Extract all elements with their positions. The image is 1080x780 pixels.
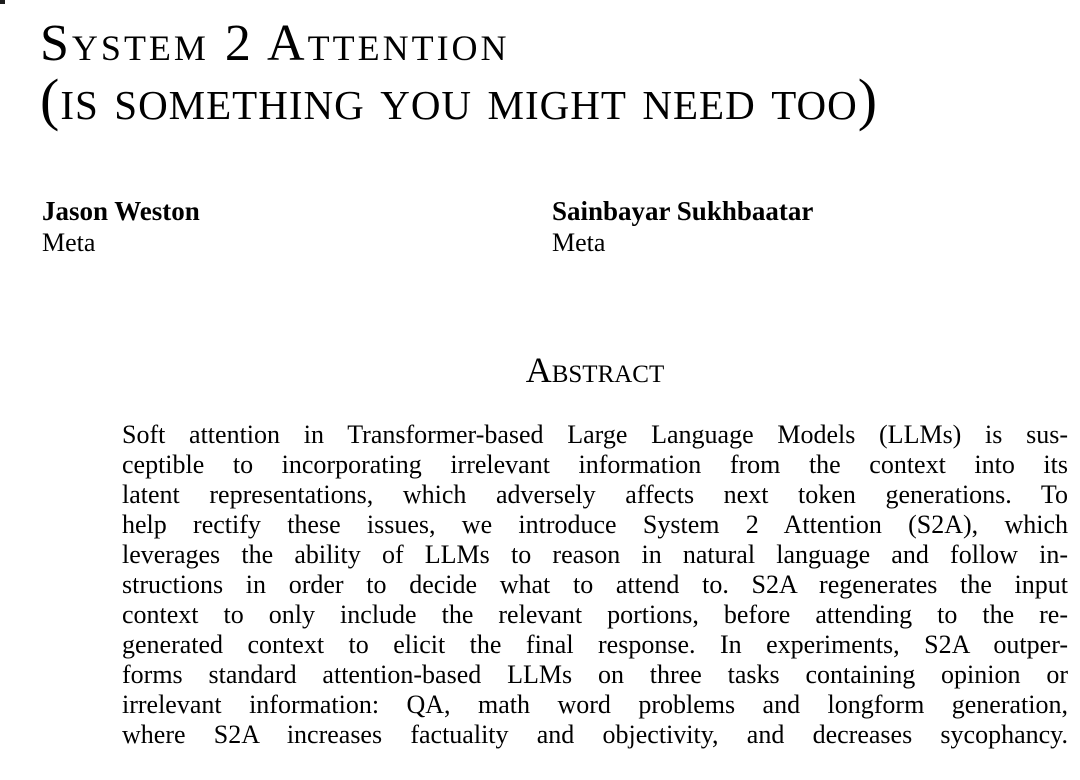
abstract-line: context to only include the relevant por… [122, 600, 1068, 629]
paper-title: System 2 Attention (is something you mig… [40, 15, 879, 132]
corner-artifact [0, 0, 5, 4]
abstract-line: generated context to elicit the final re… [122, 630, 1068, 659]
abstract-line: structions in order to decide what to at… [122, 570, 1068, 599]
author-block-2: Sainbayar Sukhbaatar Meta [552, 196, 813, 258]
abstract-line: where S2A increases factuality and objec… [122, 720, 1068, 749]
abstract-line: forms standard attention-based LLMs on t… [122, 660, 1068, 689]
abstract-body: Soft attention in Transformer-based Larg… [122, 420, 1068, 750]
abstract-line: ceptible to incorporating irrelevant inf… [122, 450, 1068, 479]
abstract-line: latent representations, which adversely … [122, 480, 1068, 509]
author-affiliation: Meta [552, 228, 606, 257]
abstract-line: help rectify these issues, we introduce … [122, 510, 1068, 539]
author-affiliation: Meta [42, 228, 96, 257]
abstract-line: leverages the ability of LLMs to reason … [122, 540, 1068, 569]
paper-title-line-2: (is something you might need too) [40, 67, 879, 132]
author-name: Jason Weston [42, 196, 200, 226]
paper-title-line-1: System 2 Attention [40, 15, 510, 72]
author-name: Sainbayar Sukhbaatar [552, 196, 814, 226]
abstract-heading: Abstract [525, 350, 665, 390]
author-block-1: Jason Weston Meta [42, 196, 200, 258]
abstract-line: irrelevant information: QA, math word pr… [122, 690, 1068, 719]
abstract-line: Soft attention in Transformer-based Larg… [122, 420, 1068, 449]
